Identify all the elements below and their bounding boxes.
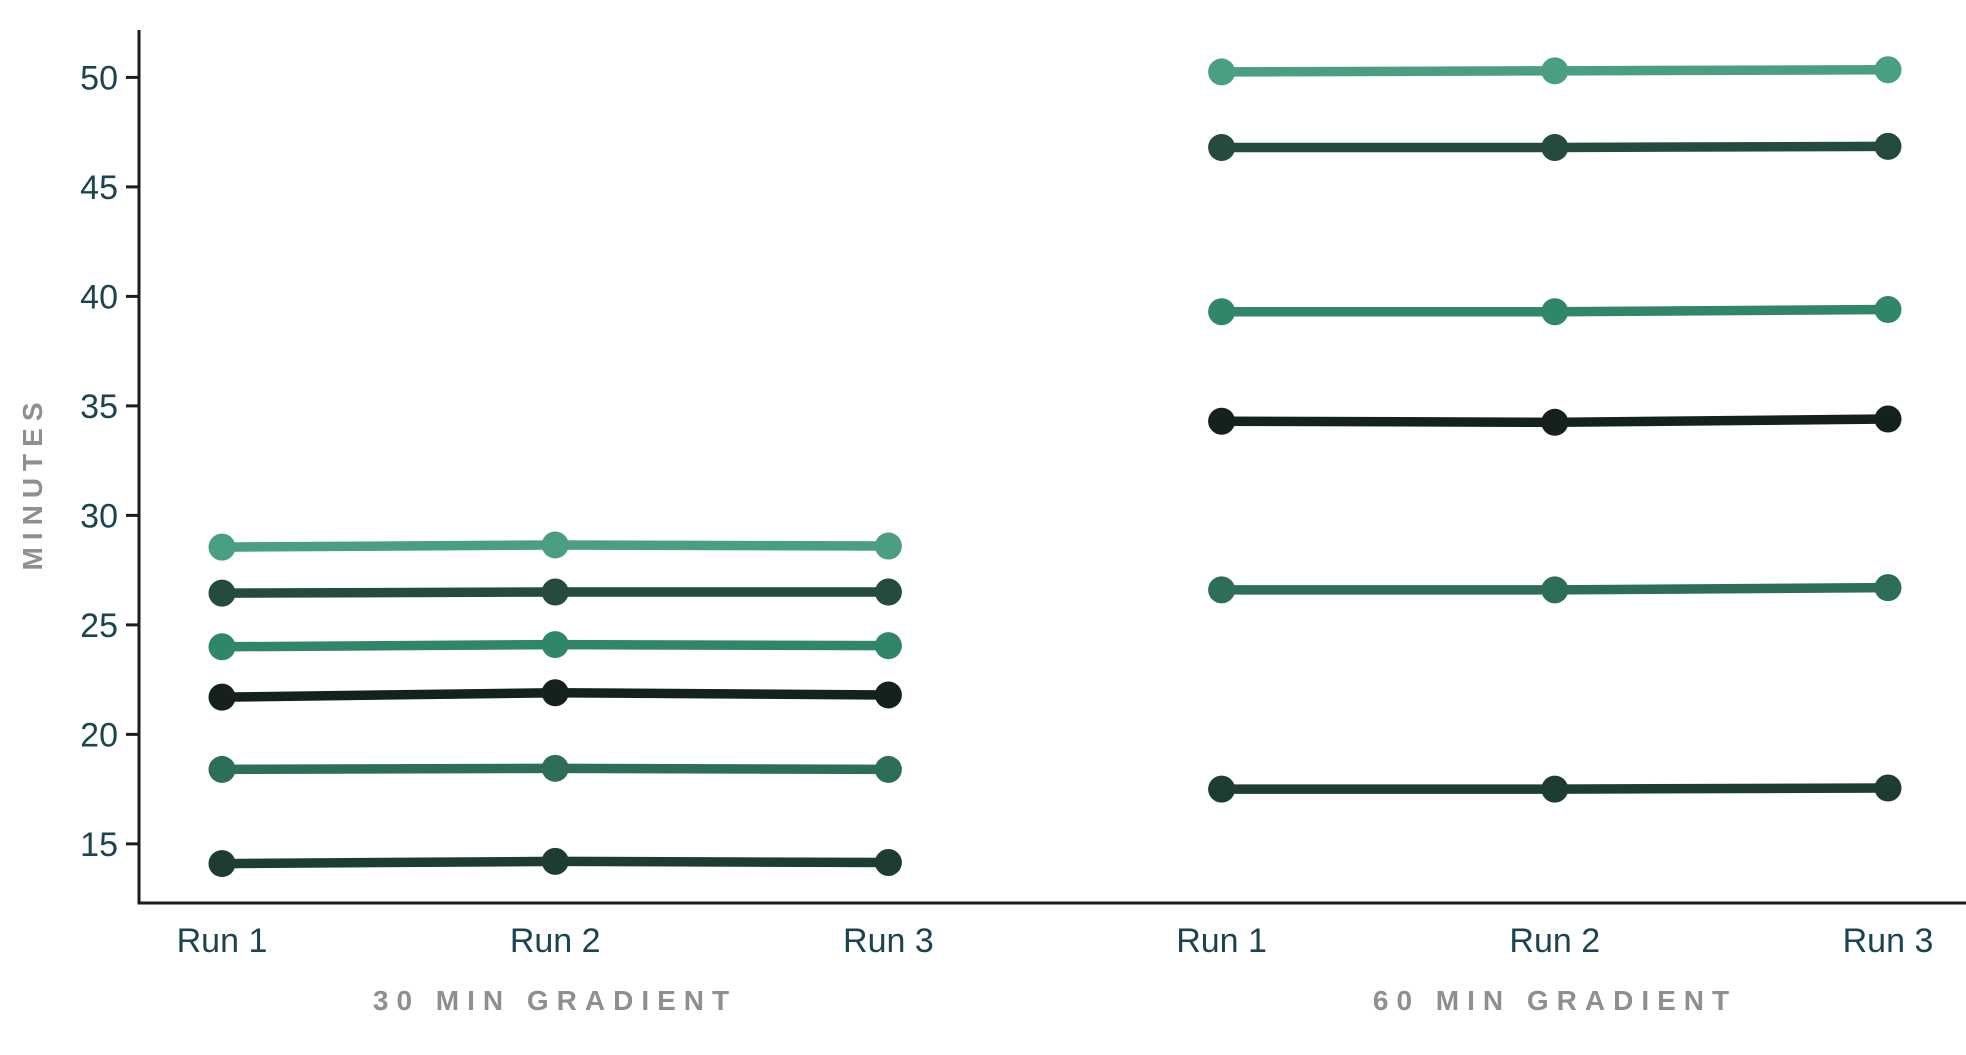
data-point xyxy=(541,679,569,707)
y-tick-label: 20 xyxy=(80,716,118,754)
x-tick-label: Run 1 xyxy=(1176,922,1267,960)
x-tick-label: Run 1 xyxy=(177,922,268,960)
group-label-30min: 30 MIN GRADIENT xyxy=(372,985,738,1016)
data-point xyxy=(874,632,902,660)
data-point xyxy=(1874,132,1902,160)
x-tick-label: Run 2 xyxy=(510,922,601,960)
data-point xyxy=(1541,775,1569,803)
y-axis-title: MINUTES xyxy=(17,395,48,571)
y-tick-label: 30 xyxy=(80,497,118,535)
y-tick-label: 25 xyxy=(80,607,118,645)
data-point xyxy=(1541,57,1569,85)
data-point xyxy=(874,532,902,560)
x-tick-label: Run 3 xyxy=(1843,922,1934,960)
data-point xyxy=(1541,576,1569,604)
y-tick-label: 45 xyxy=(80,169,118,207)
y-tick-label: 40 xyxy=(80,278,118,316)
data-point xyxy=(541,847,569,875)
data-point xyxy=(541,578,569,606)
data-point xyxy=(1208,775,1236,803)
data-point xyxy=(541,631,569,659)
data-point xyxy=(1874,574,1902,602)
y-tick-label: 50 xyxy=(80,59,118,97)
data-point xyxy=(1874,405,1902,433)
data-point xyxy=(1874,774,1902,802)
data-point xyxy=(1208,576,1236,604)
group-label-60min: 60 MIN GRADIENT xyxy=(1372,985,1738,1016)
data-point xyxy=(874,755,902,783)
data-point xyxy=(874,681,902,709)
data-point xyxy=(1208,407,1236,435)
y-tick-label: 35 xyxy=(80,388,118,426)
data-point xyxy=(1208,58,1236,86)
x-tick-label: Run 3 xyxy=(843,922,934,960)
data-point xyxy=(1208,133,1236,161)
data-point xyxy=(541,754,569,782)
data-point xyxy=(1874,56,1902,84)
data-point xyxy=(208,755,236,783)
data-point xyxy=(208,850,236,878)
data-point xyxy=(208,633,236,661)
data-point xyxy=(208,683,236,711)
data-point xyxy=(208,579,236,607)
data-point xyxy=(1541,408,1569,436)
data-point xyxy=(874,578,902,606)
data-point xyxy=(208,533,236,561)
data-point xyxy=(1208,298,1236,326)
data-point xyxy=(874,848,902,876)
y-tick-label: 15 xyxy=(80,826,118,864)
data-point xyxy=(541,531,569,559)
data-point xyxy=(1541,133,1569,161)
data-point xyxy=(1541,298,1569,326)
data-point xyxy=(1874,296,1902,324)
x-tick-label: Run 2 xyxy=(1509,922,1600,960)
